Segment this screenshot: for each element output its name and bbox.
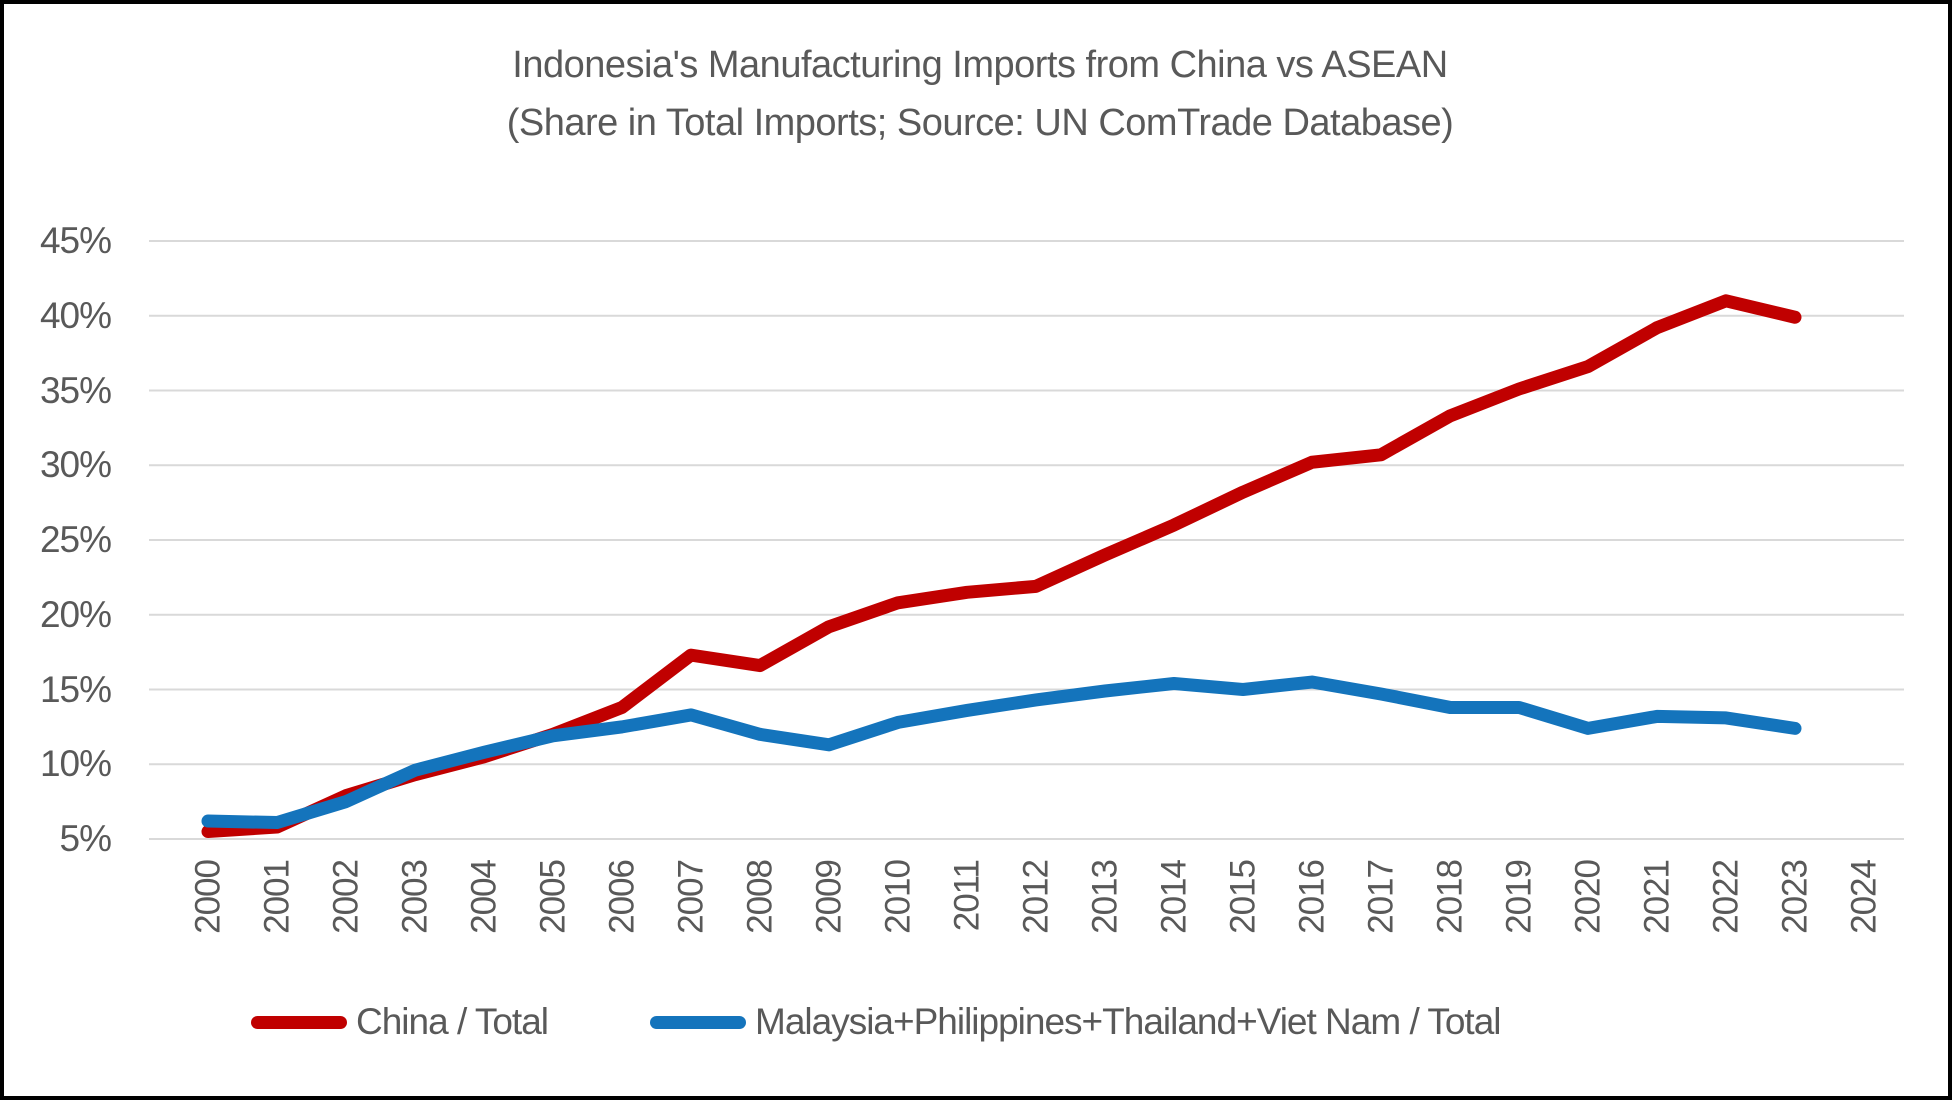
x-tick-label: 2021 [1638,860,1677,934]
y-tick-label: 25% [39,519,112,560]
y-tick-label: 35% [39,369,112,411]
x-tick-label: 2024 [1845,859,1884,933]
x-tick-label: 2012 [1017,860,1056,934]
x-tick-label: 2002 [327,860,366,934]
x-tick-label: 2008 [741,860,780,934]
y-tick-label: 20% [39,593,112,635]
x-tick-label: 2017 [1362,860,1401,934]
y-tick-label: 10% [39,743,112,785]
y-tick-label: 40% [39,294,112,336]
series-line-china [201,294,1802,839]
x-tick-label: 2022 [1707,860,1746,934]
x-tick-label: 2005 [534,860,573,934]
x-tick-label: 2014 [1155,859,1194,933]
x-tick-label: 2013 [1086,860,1125,934]
x-tick-label: 2011 [948,860,987,931]
x-tick-label: 2019 [1500,860,1539,934]
y-tick-label: 5% [59,818,112,859]
x-tick-label: 2016 [1293,860,1332,934]
x-tick-label: 2018 [1431,860,1470,934]
x-tick-label: 2020 [1569,859,1608,933]
y-tick-label: 15% [39,668,112,710]
x-tick-label: 2015 [1224,860,1263,934]
legend-item-china: China / Total [251,1001,549,1043]
y-tick-label: 30% [39,444,112,486]
x-tick-label: 2000 [189,859,228,933]
x-tick-label: 2004 [465,859,504,933]
y-tick-label: 45% [39,220,112,261]
legend-swatch-asean [650,1015,746,1029]
legend-swatch-china [251,1015,347,1029]
legend-item-asean: Malaysia+Philippines+Thailand+Viet Nam /… [650,1001,1502,1043]
legend-label: China / Total [356,1001,549,1042]
x-tick-label: 2023 [1776,860,1815,934]
chart-title-line1: Indonesia's Manufacturing Imports from C… [512,44,1448,86]
x-tick-label: 2010 [879,859,918,933]
plot-area: 2000 2001 2002 2003 2004 2005 2006 2007 2008 2009… [149,240,1904,934]
x-tick-label: 2006 [603,860,642,934]
x-tick-label: 2001 [258,860,297,934]
series-line-asean [201,675,1802,830]
legend-label: Malaysia+Philippines+Thailand+Viet Nam /… [755,1001,1502,1042]
x-tick-label: 2009 [810,860,849,934]
x-tick-label: 2003 [396,860,435,934]
legend: China / Total Malaysia+Philippines+Thaila… [251,1001,1502,1043]
chart-title-line2: (Share in Total Imports; Source: UN ComT… [506,102,1454,144]
x-tick-label: 2007 [672,860,711,934]
